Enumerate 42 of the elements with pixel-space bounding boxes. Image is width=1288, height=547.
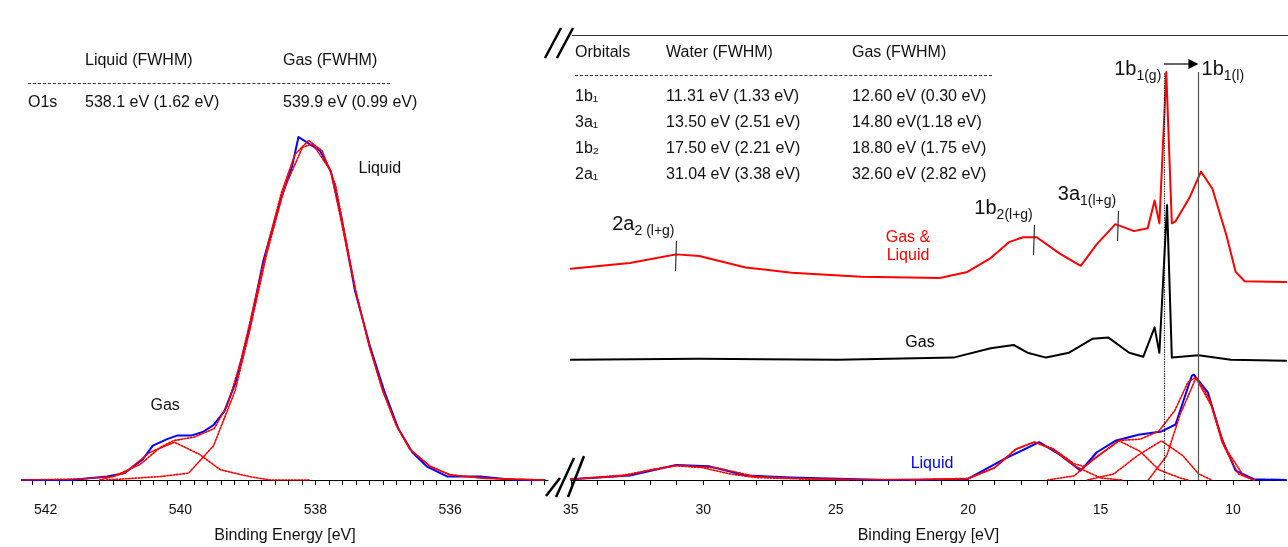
annotation: Gas [150, 396, 180, 414]
ref-line-label: 1b$_{1(l)}$ [1201, 56, 1245, 85]
x-tick-label: 30 [695, 501, 712, 517]
annotation: 32.60 eV (2.82 eV) [852, 165, 987, 183]
annotation: 1b$_{2(l+g)}$ [974, 194, 1033, 224]
annotation: 17.50 eV (2.21 eV) [666, 139, 801, 157]
x-tick-label: 536 [438, 501, 463, 517]
x-tick-label: 15 [1092, 501, 1109, 517]
x-tick-label: 10 [1225, 501, 1242, 517]
annotation: 11.31 eV (1.33 eV) [666, 87, 800, 105]
annotation: 2a$_{2 (l+g)}$ [612, 210, 675, 240]
series-label: Liquid [909, 454, 955, 472]
text: Gas (FWHM) [283, 51, 378, 69]
text: 539.9 eV (0.99 eV) [283, 93, 418, 111]
text: Orbitals [575, 43, 631, 61]
ref-line-label: 1b$_{1(g)}$ [1114, 56, 1162, 85]
annotation: 18.80 eV (1.75 eV) [852, 139, 987, 157]
text: Water (FWHM) [666, 43, 773, 61]
x-tick-label: 538 [303, 501, 328, 517]
annotation: Liquid [358, 159, 402, 177]
x-tick-label: 35 [563, 501, 579, 517]
x-tick-label: 540 [168, 501, 193, 517]
x-axis-title: Binding Energy [eV] [214, 525, 356, 543]
annotation: 31.04 eV (3.38 eV) [666, 165, 801, 183]
text: 538.1 eV (1.62 eV) [85, 93, 220, 111]
series-label: Gas [904, 333, 936, 351]
annotation: 3a$_{1(l+g)}$ [1057, 181, 1117, 211]
annotation: 3a₁ [575, 113, 599, 131]
annotation: 2a₁ [575, 165, 599, 183]
text: Liquid (FWHM) [85, 51, 193, 69]
x-axis-title: Binding Energy [eV] [857, 525, 1000, 543]
annotation: 1b₁ [575, 87, 599, 105]
x-tick-label: 25 [827, 501, 844, 517]
annotation: 12.60 eV (0.30 eV) [852, 87, 987, 105]
annotation: 14.80 eV(1.18 eV) [852, 113, 982, 131]
annotation: 1b₂ [575, 139, 600, 157]
annotation: 13.50 eV (2.51 eV) [666, 113, 801, 131]
text: O1s [28, 93, 58, 111]
text: Gas (FWHM) [852, 43, 947, 61]
x-tick-label: 542 [33, 501, 58, 517]
x-tick-label: 20 [960, 501, 977, 517]
series-label: Gas & Liquid [884, 228, 932, 264]
